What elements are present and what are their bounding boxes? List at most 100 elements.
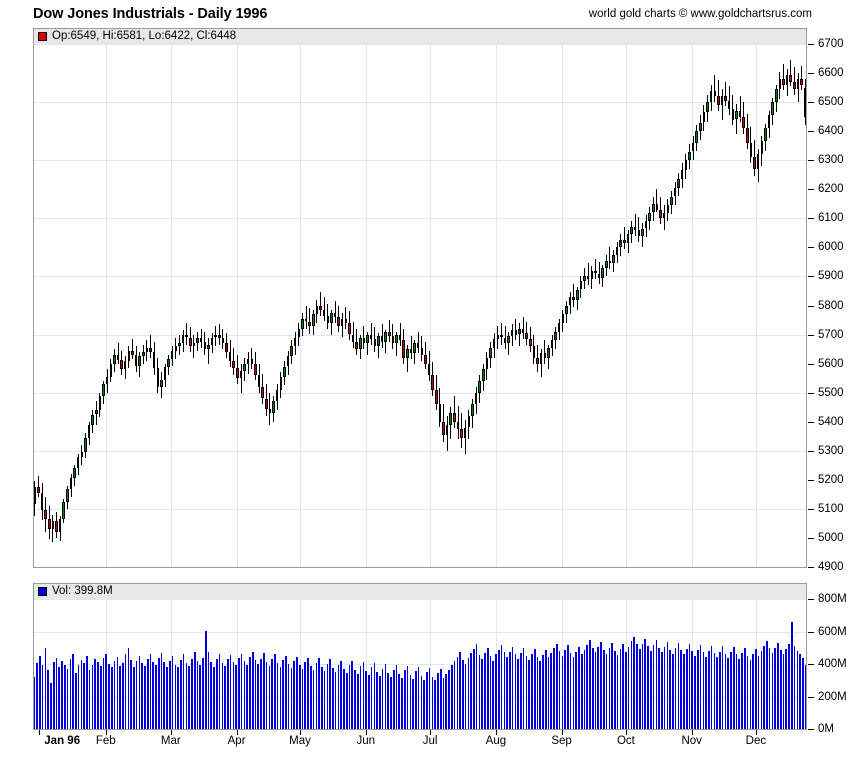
candle-wick bbox=[251, 347, 253, 370]
candle-body-up bbox=[756, 154, 760, 169]
volume-bar bbox=[249, 657, 251, 730]
volume-bar bbox=[525, 656, 528, 730]
candle-body-up bbox=[207, 344, 210, 350]
volume-bar bbox=[680, 650, 683, 730]
volume-bar bbox=[185, 662, 188, 730]
candle-body-up bbox=[91, 414, 94, 425]
candle-body-up bbox=[680, 170, 684, 180]
price-axis-label: 6000 bbox=[818, 241, 844, 254]
volume-bar bbox=[550, 652, 553, 730]
volume-bar bbox=[426, 672, 428, 730]
candle-body-down bbox=[438, 404, 442, 422]
volume-bar bbox=[94, 658, 96, 730]
candle-wick bbox=[399, 322, 401, 347]
candle-body-up bbox=[80, 452, 84, 457]
volume-bar bbox=[182, 654, 185, 730]
volume-bar bbox=[459, 652, 461, 730]
candle-body-down bbox=[525, 333, 528, 339]
candle-body-up bbox=[767, 115, 771, 129]
volume-bar bbox=[373, 663, 376, 730]
volume-bar bbox=[315, 662, 318, 730]
candle-wick bbox=[186, 322, 188, 345]
price-legend-label: Op:6549, Hi:6581, Lo:6422, Cl:6448 bbox=[52, 30, 237, 42]
candle-body-down bbox=[514, 330, 518, 335]
volume-bar bbox=[708, 650, 710, 730]
volume-bar bbox=[332, 667, 334, 730]
candle-wick bbox=[587, 263, 589, 286]
candle-wick bbox=[381, 324, 383, 348]
volume-bar bbox=[669, 649, 671, 730]
volume-bar bbox=[401, 677, 403, 730]
volume-bar bbox=[467, 657, 470, 730]
volume-bar bbox=[370, 667, 373, 730]
month-axis-tick bbox=[170, 730, 172, 735]
volume-bar bbox=[337, 664, 340, 730]
volume-gridline bbox=[33, 696, 807, 698]
volume-bar bbox=[484, 653, 486, 730]
volume-bar bbox=[741, 653, 743, 730]
candle-wick bbox=[410, 336, 412, 360]
candle-wick bbox=[367, 331, 369, 355]
volume-legend-swatch-icon bbox=[38, 587, 47, 596]
candle-body-up bbox=[706, 102, 709, 113]
price-axis-tick bbox=[808, 567, 814, 568]
candle-body-down bbox=[731, 109, 735, 120]
candle-wick bbox=[714, 74, 716, 103]
candle-body-down bbox=[521, 328, 525, 334]
volume-bar bbox=[326, 663, 329, 730]
volume-bar bbox=[702, 652, 705, 730]
candle-body-up bbox=[51, 520, 55, 529]
volume-bar bbox=[760, 651, 763, 730]
candle-wick bbox=[717, 80, 719, 111]
price-axis-label: 6700 bbox=[818, 38, 844, 50]
chart-header: Dow Jones Industrials - Daily 1996 world… bbox=[0, 0, 850, 28]
volume-bar bbox=[334, 671, 337, 730]
volume-bar bbox=[691, 651, 694, 730]
volume-bar bbox=[746, 655, 749, 730]
volume-bar bbox=[536, 656, 539, 730]
volume-bar bbox=[58, 667, 61, 730]
price-gridline bbox=[33, 450, 807, 452]
volume-bar bbox=[218, 654, 221, 730]
volume-bar bbox=[268, 665, 271, 730]
volume-bar bbox=[586, 644, 589, 730]
candle-body-down bbox=[225, 342, 228, 352]
candle-body-up bbox=[359, 337, 362, 350]
volume-gridline bbox=[33, 664, 807, 665]
volume-bar bbox=[724, 654, 727, 730]
volume-bar bbox=[782, 654, 785, 730]
candle-body-down bbox=[369, 334, 373, 339]
volume-bar bbox=[462, 659, 464, 730]
candle-body-down bbox=[308, 321, 311, 326]
candle-body-up bbox=[73, 468, 76, 479]
volume-bar bbox=[232, 662, 235, 730]
volume-bar bbox=[743, 647, 746, 730]
volume-bar bbox=[138, 656, 141, 730]
volume-bar bbox=[539, 660, 542, 730]
price-axis-label: 5800 bbox=[818, 299, 844, 312]
candle-body-down bbox=[742, 116, 745, 129]
candle-body-up bbox=[138, 356, 141, 367]
volume-bar bbox=[685, 649, 688, 730]
volume-bar bbox=[442, 677, 445, 730]
candle-body-up bbox=[691, 142, 695, 152]
candle-body-up bbox=[330, 312, 333, 323]
volume-bar bbox=[113, 660, 116, 730]
volume-bar bbox=[572, 657, 575, 730]
month-axis-tick bbox=[105, 730, 107, 735]
month-axis-label: Jul bbox=[422, 735, 438, 747]
volume-bar bbox=[55, 657, 58, 730]
month-axis-tick bbox=[691, 730, 693, 735]
volume-axis-tick bbox=[808, 599, 814, 600]
volume-bar bbox=[88, 670, 91, 730]
volume-bar bbox=[124, 654, 127, 730]
candle-body-down bbox=[232, 360, 235, 368]
candle-body-down bbox=[120, 360, 123, 370]
price-gridline-v bbox=[625, 28, 627, 568]
price-axis-tick bbox=[808, 131, 814, 133]
candle-wick bbox=[544, 340, 546, 364]
volume-bar bbox=[790, 622, 793, 730]
candle-body-down bbox=[134, 354, 138, 367]
candle-body-up bbox=[785, 74, 789, 85]
price-legend-swatch-icon bbox=[38, 32, 47, 41]
